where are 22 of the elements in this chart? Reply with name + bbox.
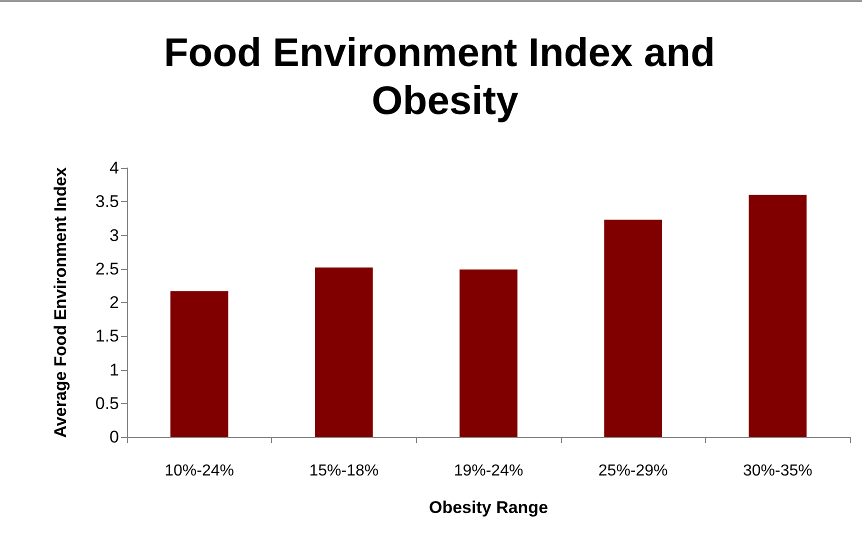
x-tick-label: 25%-29% [598, 462, 668, 480]
bar [170, 291, 228, 437]
x-tick-label: 30%-35% [743, 462, 812, 480]
chart-title: Food Environment Index and Obesity [164, 31, 726, 123]
y-tick-label: 3 [110, 226, 119, 245]
y-tick-label: 1.5 [95, 326, 119, 346]
x-tick-label: 10%-24% [164, 462, 234, 480]
y-axis-title: Average Food Environment Index [51, 166, 70, 438]
bar [314, 268, 373, 437]
y-tick-label: 1 [110, 360, 119, 380]
y-tick-label: 2 [110, 293, 119, 312]
x-axis-title: Obesity Range [428, 498, 548, 517]
bar [748, 194, 807, 437]
bar [604, 220, 662, 437]
y-tick-label: 0.5 [95, 394, 119, 413]
y-tick-label: 0 [110, 428, 119, 446]
y-tick-label: 3.5 [95, 192, 119, 212]
bar [460, 270, 518, 437]
y-tick-label: 4 [110, 158, 119, 178]
y-tick-label: 2.5 [95, 259, 119, 278]
x-tick-label: 19%-24% [454, 462, 524, 480]
x-tick-label: 15%-18% [309, 462, 379, 480]
